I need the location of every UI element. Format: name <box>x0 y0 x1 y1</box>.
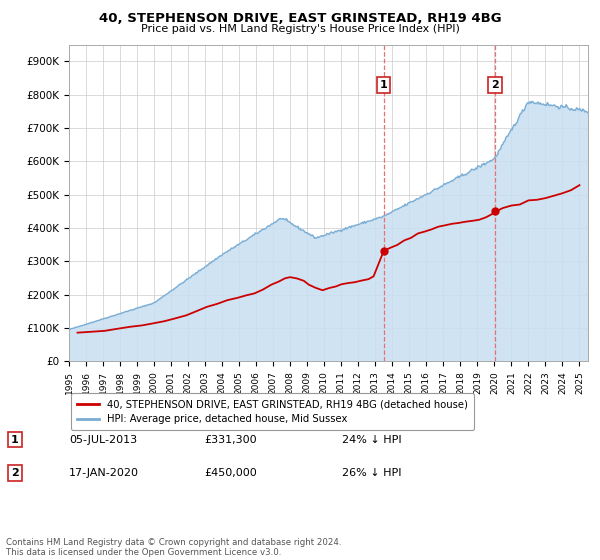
Text: £450,000: £450,000 <box>204 468 257 478</box>
Text: £331,300: £331,300 <box>204 435 257 445</box>
Text: 26% ↓ HPI: 26% ↓ HPI <box>342 468 401 478</box>
Text: 24% ↓ HPI: 24% ↓ HPI <box>342 435 401 445</box>
Legend: 40, STEPHENSON DRIVE, EAST GRINSTEAD, RH19 4BG (detached house), HPI: Average pr: 40, STEPHENSON DRIVE, EAST GRINSTEAD, RH… <box>71 393 474 430</box>
Text: 40, STEPHENSON DRIVE, EAST GRINSTEAD, RH19 4BG: 40, STEPHENSON DRIVE, EAST GRINSTEAD, RH… <box>98 12 502 25</box>
Text: 2: 2 <box>491 80 499 90</box>
Text: 05-JUL-2013: 05-JUL-2013 <box>69 435 137 445</box>
Text: 2: 2 <box>11 468 19 478</box>
Text: 1: 1 <box>11 435 19 445</box>
Text: Price paid vs. HM Land Registry's House Price Index (HPI): Price paid vs. HM Land Registry's House … <box>140 24 460 34</box>
Text: 17-JAN-2020: 17-JAN-2020 <box>69 468 139 478</box>
Text: Contains HM Land Registry data © Crown copyright and database right 2024.
This d: Contains HM Land Registry data © Crown c… <box>6 538 341 557</box>
Text: 1: 1 <box>380 80 388 90</box>
